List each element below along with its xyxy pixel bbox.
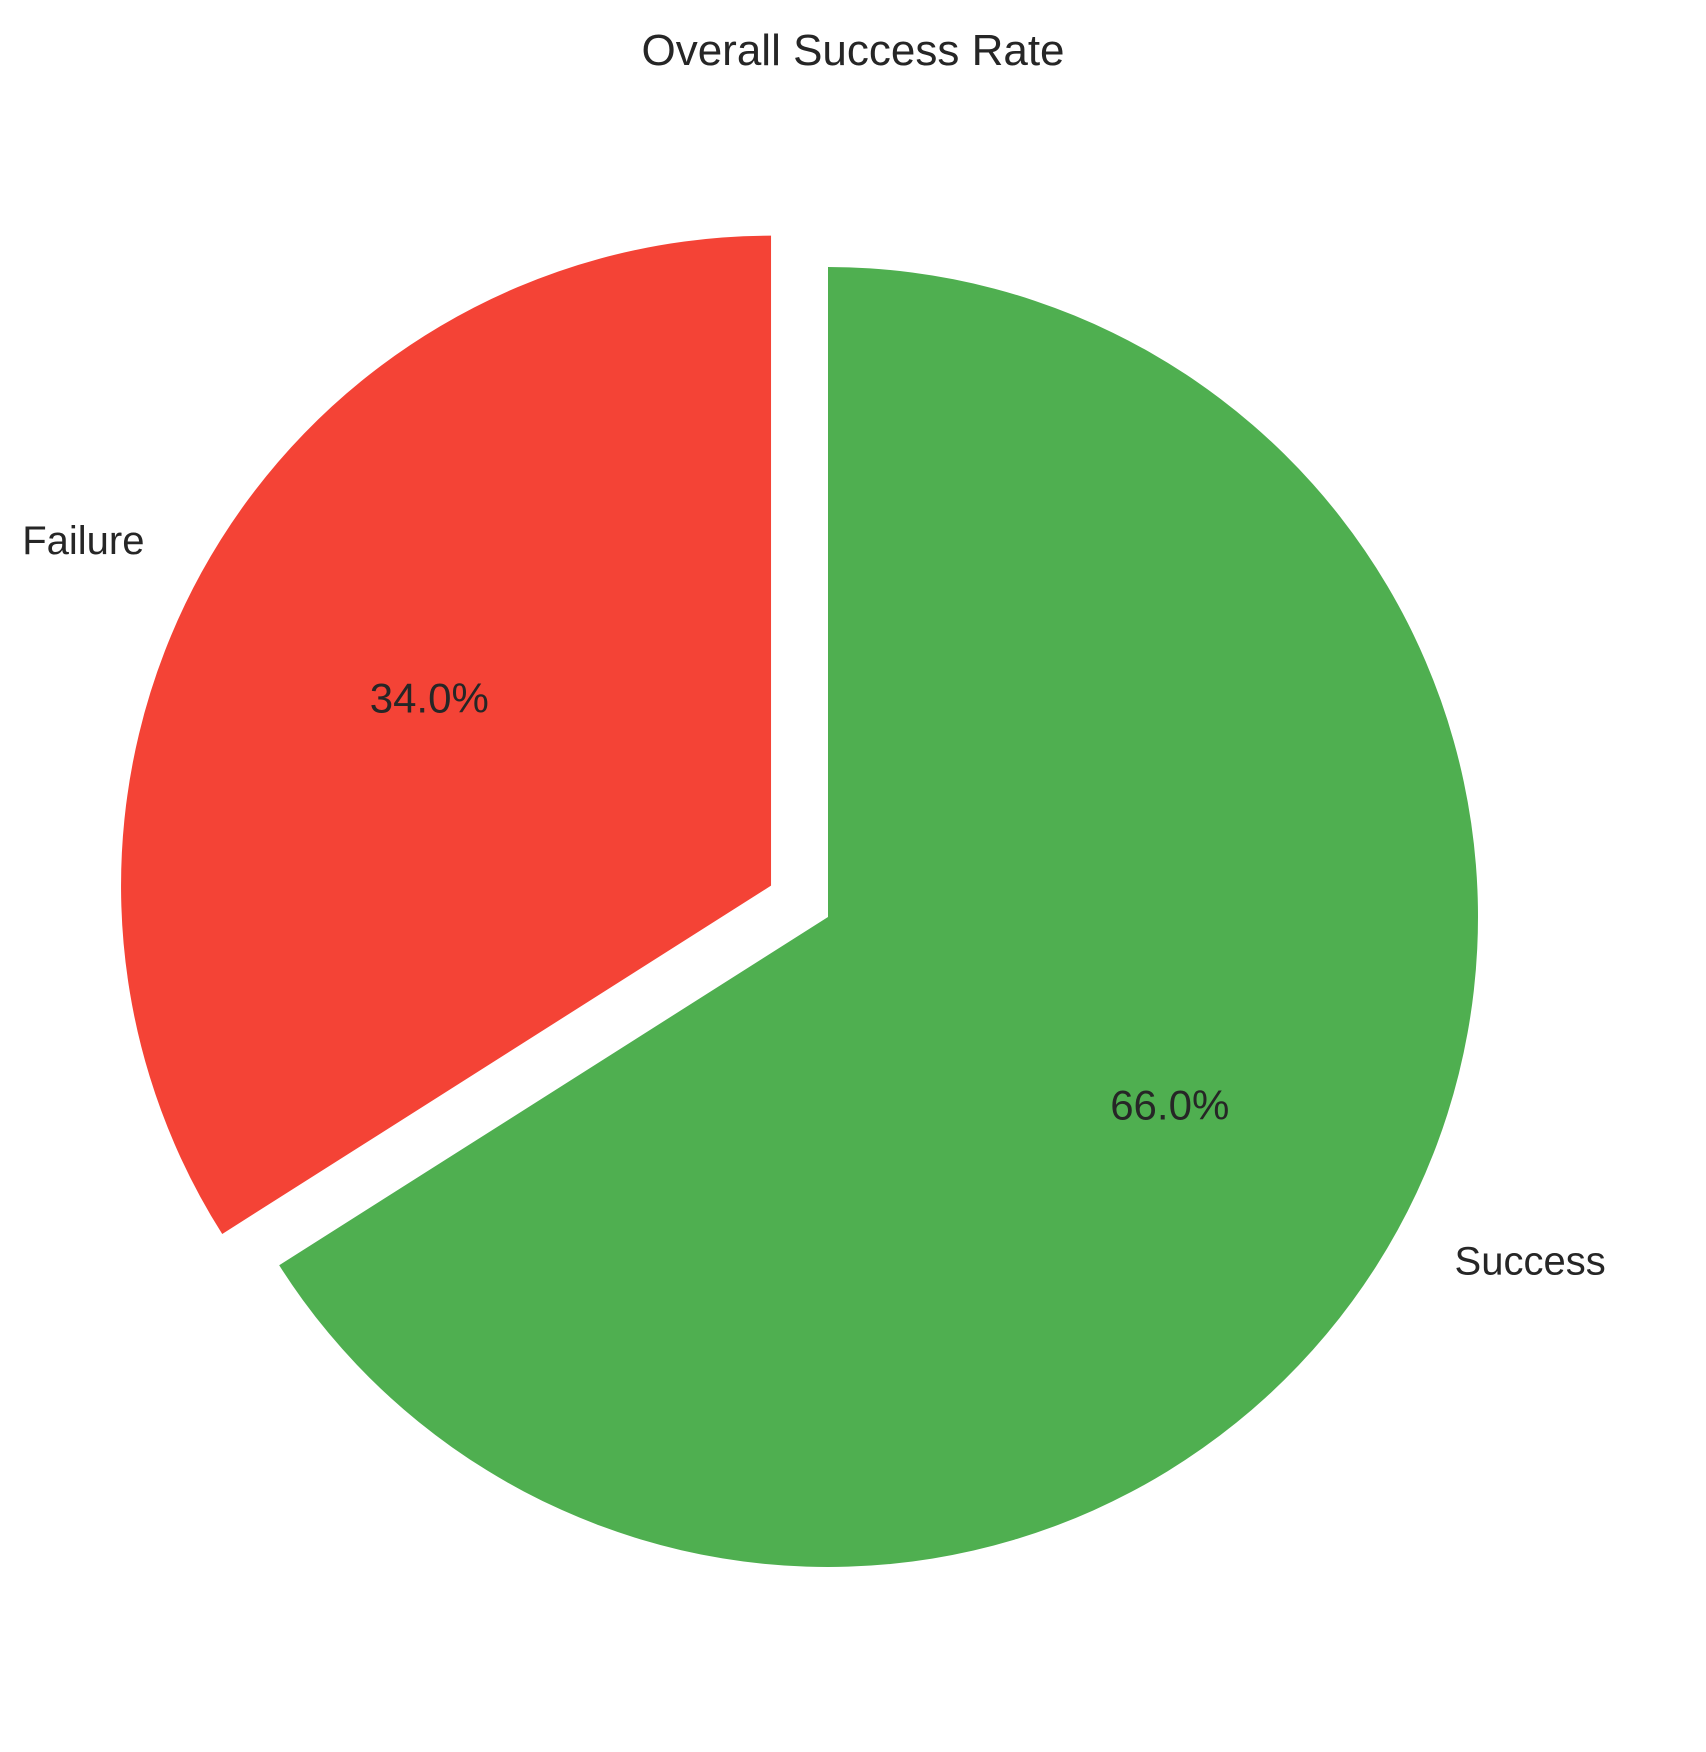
- pie-pct-label-failure: 34.0%: [370, 674, 489, 721]
- pie-slice-success: [279, 267, 1478, 1567]
- chart-title: Overall Success Rate: [641, 26, 1064, 75]
- pie-labels: 66.0% Success 34.0% Failure: [22, 519, 1606, 1283]
- pie-slice-failure: [121, 235, 772, 1234]
- pie-slices: [121, 235, 1478, 1567]
- pie-category-label-failure: Failure: [22, 519, 144, 563]
- pie-category-label-success: Success: [1455, 1239, 1606, 1283]
- pie-pct-label-success: 66.0%: [1110, 1081, 1229, 1128]
